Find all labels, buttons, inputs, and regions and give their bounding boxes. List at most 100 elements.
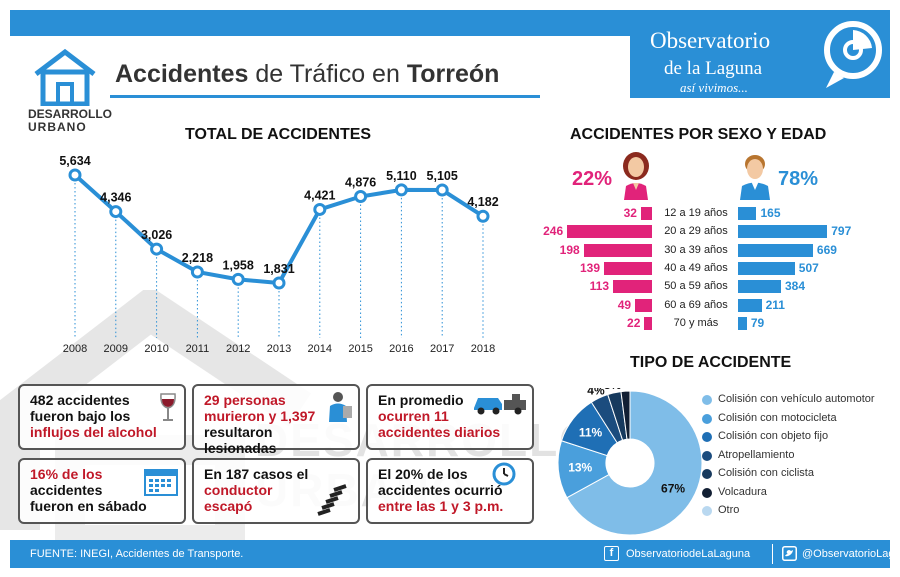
card-escapo-line3: escapó (204, 498, 253, 514)
title-part1: Accidentes (115, 60, 249, 88)
female-avatar-icon (623, 152, 649, 200)
total-data-label: 5,634 (59, 154, 90, 168)
pie-slice-label: 11% (579, 425, 603, 439)
calendar-icon (144, 469, 178, 496)
male-age-bar (738, 207, 757, 220)
total-data-label: 2,218 (182, 251, 213, 265)
total-data-label: 4,876 (345, 176, 376, 190)
year-tick-label: 2009 (104, 343, 128, 355)
header-band-left (10, 10, 30, 36)
male-age-bar (738, 316, 747, 330)
card-horario-line1: El 20% de los (378, 466, 468, 482)
total-data-point (476, 209, 490, 223)
card-sabado-line1: 16% de los (30, 466, 103, 482)
card-promedio-line3: accidentes diarios (378, 424, 501, 440)
tow-truck-icon (474, 394, 526, 415)
legend-swatch (702, 469, 712, 479)
female-age-bar (604, 261, 652, 275)
tipo-accidente-pie: 67% 13% 11% 4%3%2% (557, 388, 703, 536)
twitter-icon (782, 546, 797, 561)
female-age-value: 198 (559, 242, 580, 257)
total-data-point (190, 265, 204, 279)
legend-swatch (702, 395, 712, 405)
pie-slice (620, 390, 631, 440)
tire-track-icon (317, 484, 347, 516)
title-part3: Torreón (406, 60, 500, 88)
house-logo-icon (34, 48, 96, 106)
card-alcohol-line3: influjos del alcohol (30, 424, 157, 440)
footer-divider (772, 544, 773, 564)
total-data-label: 4,346 (100, 191, 131, 205)
total-data-point (231, 272, 245, 286)
pie-slice-label: 67% (661, 481, 685, 495)
male-age-bar (738, 243, 813, 257)
pie-slice (566, 390, 703, 536)
card-sabado-line2: accidentes (30, 482, 103, 498)
clock-icon (492, 462, 516, 486)
total-accidents-chart: 5,634 2008 4,346 2009 3,026 2010 2,218 2011 1,95… (59, 154, 498, 355)
pie-slice-label: 2% (616, 388, 634, 390)
female-age-value: 32 (623, 206, 637, 220)
legend-label: Colisión con vehículo automotor (718, 393, 875, 405)
year-tick-label: 2016 (389, 343, 413, 355)
header-title-line (110, 95, 540, 98)
age-group-label: 40 a 49 años (664, 261, 728, 274)
card-promedio: En promedio ocurren 11 accidentes diario… (366, 384, 534, 450)
pie-slice-label: 3% (604, 388, 622, 392)
female-age-bar (567, 225, 652, 239)
age-group-label: 60 a 69 años (664, 298, 728, 311)
female-age-bar (613, 280, 652, 294)
female-age-value: 113 (589, 279, 609, 294)
year-tick-label: 2010 (144, 343, 168, 355)
card-sabado-line3: fueron en sábado (30, 498, 147, 514)
card-muertos: 29 personas murieron y 1,397 resultaron … (192, 384, 360, 456)
total-data-point (354, 190, 368, 204)
card-escapo-line1: En 187 casos el (204, 466, 309, 482)
male-age-value: 211 (765, 297, 785, 312)
total-data-point (272, 276, 286, 290)
wine-glass-icon (160, 393, 176, 421)
legend-label: Volcadura (718, 485, 767, 498)
facebook-icon: f (604, 546, 619, 561)
observatorio-box: Observatorio de la Laguna así vivimos... (630, 10, 890, 98)
male-age-value: 507 (798, 260, 819, 275)
age-group-label: 20 a 29 años (664, 225, 728, 238)
card-muertos-line3: resultaron lesionadas (204, 424, 277, 456)
footer-twitter[interactable]: @ObservatorioLag (802, 548, 895, 560)
female-age-value: 246 (543, 224, 564, 239)
total-data-point (109, 205, 123, 219)
age-group-label: 12 a 19 años (664, 207, 728, 219)
age-group-label: 70 y más (673, 316, 719, 329)
title-part2: de Tráfico en (248, 60, 407, 88)
female-age-value: 139 (580, 260, 601, 275)
header-band (10, 10, 640, 36)
legend-swatch (702, 432, 712, 442)
female-age-value: 22 (627, 315, 641, 330)
male-age-value: 165 (760, 206, 781, 220)
female-age-bar (644, 316, 652, 330)
total-data-label: 1,831 (263, 262, 294, 276)
legend-label: Otro (718, 504, 740, 516)
card-muertos-line1: 29 personas (204, 392, 286, 408)
card-horario: El 20% de los accidentes ocurrió entre l… (366, 458, 534, 524)
total-data-point (394, 183, 408, 197)
age-group-label: 30 a 39 años (664, 243, 728, 256)
female-age-bar (640, 207, 652, 220)
card-escapo-line2: conductor (204, 482, 273, 498)
legend-swatch (702, 450, 712, 461)
logo-line2: URBANO (28, 120, 87, 134)
card-sabado: 16% de los accidentes fueron en sábado (18, 458, 186, 524)
total-data-label: 5,105 (427, 169, 458, 183)
year-tick-label: 2018 (471, 343, 495, 355)
footer-facebook[interactable]: ObservatoriodeLaLaguna (626, 548, 751, 560)
total-data-label: 4,421 (304, 188, 335, 202)
total-data-point (68, 168, 82, 182)
total-chart-title: TOTAL DE ACCIDENTES (185, 126, 372, 143)
total-data-point (435, 183, 449, 197)
total-data-label: 3,026 (141, 228, 172, 242)
pie-slice-label: 4% (587, 388, 605, 398)
card-alcohol: 482 accidentes fueron bajo los influjos … (18, 384, 186, 450)
tipo-title: TIPO DE ACCIDENTE (630, 354, 792, 371)
age-group-label: 50 a 59 años (664, 280, 728, 293)
legend-label: Colisión con objeto fijo (718, 430, 829, 442)
